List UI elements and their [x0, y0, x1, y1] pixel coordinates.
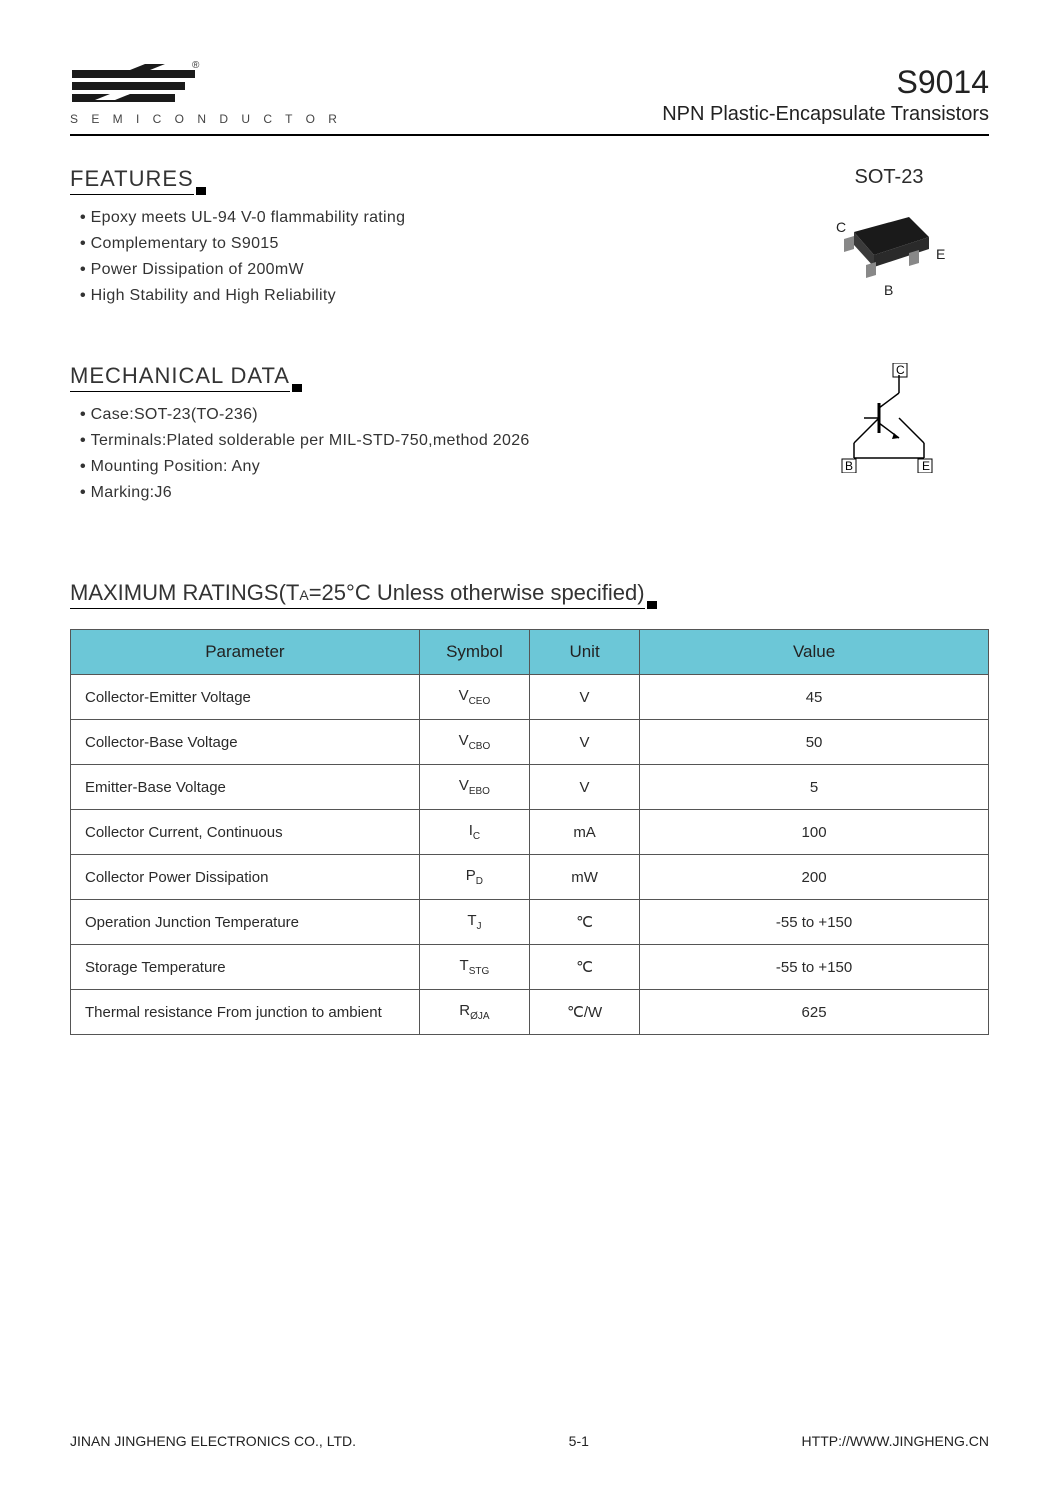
ratings-unit: ℃	[529, 945, 639, 990]
ratings-param: Collector-Base Voltage	[71, 720, 420, 765]
footer-center: 5-1	[569, 1433, 589, 1449]
ratings-unit: ℃	[529, 900, 639, 945]
ratings-col-header: Value	[640, 630, 989, 675]
ratings-symbol: VCBO	[419, 720, 529, 765]
page-header: ® S E M I C O N D U C T O R S9014 NPN Pl…	[70, 60, 989, 136]
ratings-param: Emitter-Base Voltage	[71, 765, 420, 810]
ratings-row: Storage TemperatureTSTG℃-55 to +150	[71, 945, 989, 990]
ratings-row: Collector-Base VoltageVCBOV50	[71, 720, 989, 765]
logo-subtext: S E M I C O N D U C T O R	[70, 112, 342, 126]
mechanical-heading: MECHANICAL DATA	[70, 363, 290, 392]
sch-c-label: C	[896, 363, 905, 377]
ratings-unit: mW	[529, 855, 639, 900]
ratings-heading-wrap: MAXIMUM RATINGS(TA=25°C Unless otherwise…	[70, 580, 989, 609]
ratings-symbol: PD	[419, 855, 529, 900]
ratings-symbol: IC	[419, 810, 529, 855]
ratings-param: Storage Temperature	[71, 945, 420, 990]
page-footer: JINAN JINGHENG ELECTRONICS CO., LTD. 5-1…	[70, 1433, 989, 1449]
logo-block: ® S E M I C O N D U C T O R	[70, 60, 342, 126]
package-block: SOT-23 C B E	[789, 166, 989, 312]
ratings-title-pre: MAXIMUM RATINGS(T	[70, 580, 299, 605]
ratings-symbol: RØJA	[419, 990, 529, 1035]
ratings-param: Collector Current, Continuous	[71, 810, 420, 855]
ratings-row: Collector Current, ContinuousICmA100	[71, 810, 989, 855]
mechanical-item: Case:SOT-23(TO-236)	[80, 406, 759, 424]
ratings-param: Collector-Emitter Voltage	[71, 675, 420, 720]
pin-e-label: E	[936, 246, 945, 262]
footer-left: JINAN JINGHENG ELECTRONICS CO., LTD.	[70, 1433, 356, 1449]
reg-mark: ®	[192, 60, 200, 71]
ratings-col-header: Unit	[529, 630, 639, 675]
part-number: S9014	[662, 64, 989, 101]
schematic-block: C B E	[789, 363, 989, 478]
ratings-param: Thermal resistance From junction to ambi…	[71, 990, 420, 1035]
ratings-symbol: TJ	[419, 900, 529, 945]
transistor-schematic-icon: C B E	[814, 363, 964, 473]
ratings-heading: MAXIMUM RATINGS(TA=25°C Unless otherwise…	[70, 580, 645, 609]
pin-c-label: C	[836, 219, 846, 235]
ratings-col-header: Parameter	[71, 630, 420, 675]
sch-e-label: E	[922, 459, 930, 473]
ratings-value: 50	[640, 720, 989, 765]
features-item: High Stability and High Reliability	[80, 287, 759, 305]
features-block: FEATURES Epoxy meets UL-94 V-0 flammabil…	[70, 166, 759, 313]
features-row: FEATURES Epoxy meets UL-94 V-0 flammabil…	[70, 166, 989, 313]
pin-b-label: B	[884, 282, 893, 298]
ratings-row: Collector Power DissipationPDmW200	[71, 855, 989, 900]
package-label: SOT-23	[789, 166, 989, 189]
features-heading: FEATURES	[70, 166, 194, 195]
ratings-symbol: TSTG	[419, 945, 529, 990]
features-list: Epoxy meets UL-94 V-0 flammability ratin…	[70, 209, 759, 305]
ratings-title-post: =25°C Unless otherwise specified)	[309, 580, 645, 605]
mechanical-item: Terminals:Plated solderable per MIL-STD-…	[80, 432, 759, 450]
mechanical-item: Mounting Position: Any	[80, 458, 759, 476]
part-subtitle: NPN Plastic-Encapsulate Transistors	[662, 103, 989, 126]
title-block: S9014 NPN Plastic-Encapsulate Transistor…	[662, 64, 989, 126]
mechanical-row: MECHANICAL DATA Case:SOT-23(TO-236) Termi…	[70, 363, 989, 510]
mechanical-block: MECHANICAL DATA Case:SOT-23(TO-236) Termi…	[70, 363, 759, 510]
mechanical-item: Marking:J6	[80, 484, 759, 502]
ratings-value: 100	[640, 810, 989, 855]
company-logo-icon: ®	[70, 60, 200, 110]
sot23-icon: C B E	[814, 197, 964, 307]
ratings-col-header: Symbol	[419, 630, 529, 675]
ratings-value: 200	[640, 855, 989, 900]
ratings-symbol: VEBO	[419, 765, 529, 810]
ratings-unit: V	[529, 765, 639, 810]
ratings-value: 5	[640, 765, 989, 810]
ratings-header-row: ParameterSymbolUnitValue	[71, 630, 989, 675]
ratings-row: Operation Junction TemperatureTJ℃-55 to …	[71, 900, 989, 945]
ratings-value: 45	[640, 675, 989, 720]
ratings-param: Operation Junction Temperature	[71, 900, 420, 945]
ratings-unit: V	[529, 720, 639, 765]
sch-b-label: B	[845, 459, 853, 473]
ratings-unit: ℃/W	[529, 990, 639, 1035]
ratings-symbol: VCEO	[419, 675, 529, 720]
ratings-row: Collector-Emitter VoltageVCEOV45	[71, 675, 989, 720]
features-item: Epoxy meets UL-94 V-0 flammability ratin…	[80, 209, 759, 227]
mechanical-list: Case:SOT-23(TO-236) Terminals:Plated sold…	[70, 406, 759, 502]
ratings-value: -55 to +150	[640, 900, 989, 945]
ratings-value: 625	[640, 990, 989, 1035]
ratings-unit: mA	[529, 810, 639, 855]
features-item: Complementary to S9015	[80, 235, 759, 253]
ratings-title-sub: A	[299, 587, 308, 603]
ratings-unit: V	[529, 675, 639, 720]
ratings-table: ParameterSymbolUnitValue Collector-Emitt…	[70, 629, 989, 1035]
ratings-row: Emitter-Base VoltageVEBOV5	[71, 765, 989, 810]
ratings-row: Thermal resistance From junction to ambi…	[71, 990, 989, 1035]
features-item: Power Dissipation of 200mW	[80, 261, 759, 279]
footer-right: HTTP://WWW.JINGHENG.CN	[802, 1433, 989, 1449]
ratings-param: Collector Power Dissipation	[71, 855, 420, 900]
ratings-value: -55 to +150	[640, 945, 989, 990]
